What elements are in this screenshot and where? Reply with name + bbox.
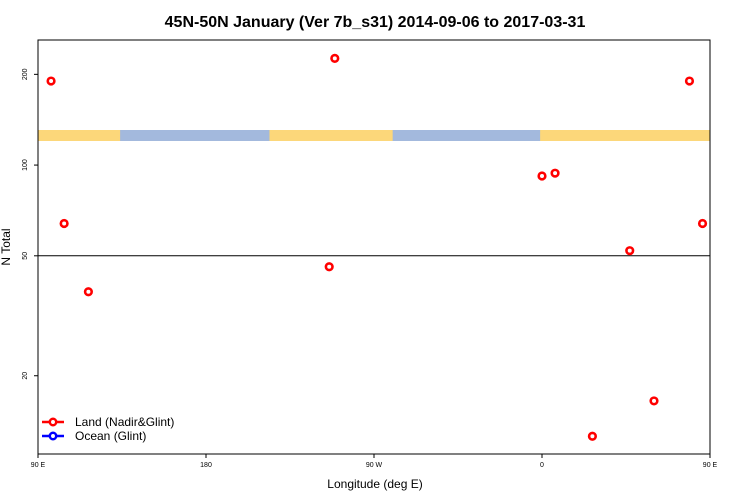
data-point	[649, 396, 659, 406]
legend-ocean-label: Ocean (Glint)	[75, 429, 146, 443]
x-tick-label: 180	[200, 462, 212, 469]
x-axis-label: Longitude (deg E)	[327, 477, 422, 491]
x-tick-label: 90 W	[366, 462, 383, 469]
x-tick-label: 0	[540, 462, 544, 469]
y-tick-label: 50	[22, 252, 29, 260]
data-point	[684, 76, 695, 86]
data-point	[625, 246, 635, 256]
legend-land-label: Land (Nadir&Glint)	[75, 415, 174, 429]
data-point	[330, 53, 340, 63]
data-point	[324, 262, 334, 272]
map-land-2	[540, 130, 710, 141]
x-tick-label: 90 E	[31, 462, 46, 469]
data-point	[550, 168, 560, 178]
legend-ocean-marker	[48, 431, 58, 441]
chart-title: 45N-50N January (Ver 7b_s31) 2014-09-06 …	[165, 14, 586, 31]
y-axis-label: N Total	[0, 228, 13, 265]
data-point	[46, 76, 56, 86]
y-axis: 20 50 100 200	[22, 68, 38, 380]
data-point	[537, 171, 547, 181]
data-point	[587, 431, 598, 441]
data-point	[697, 218, 708, 229]
legend: Land (Nadir&Glint) Ocean (Glint)	[42, 415, 174, 443]
x-tick-label: 90 E	[703, 462, 718, 469]
x-axis: 90 E 180 90 W 0 90 E	[31, 454, 718, 469]
map-land-0	[38, 130, 121, 141]
y-tick-label: 100	[22, 159, 29, 171]
plot-frame	[37, 39, 711, 455]
longitude-map-strip	[38, 130, 710, 141]
map-land-1	[269, 130, 393, 141]
data-points	[46, 53, 708, 441]
y-tick-label: 200	[22, 68, 29, 80]
legend-land-marker	[48, 417, 58, 427]
data-point	[59, 218, 69, 229]
data-point	[83, 287, 93, 297]
y-tick-label: 20	[22, 372, 29, 380]
